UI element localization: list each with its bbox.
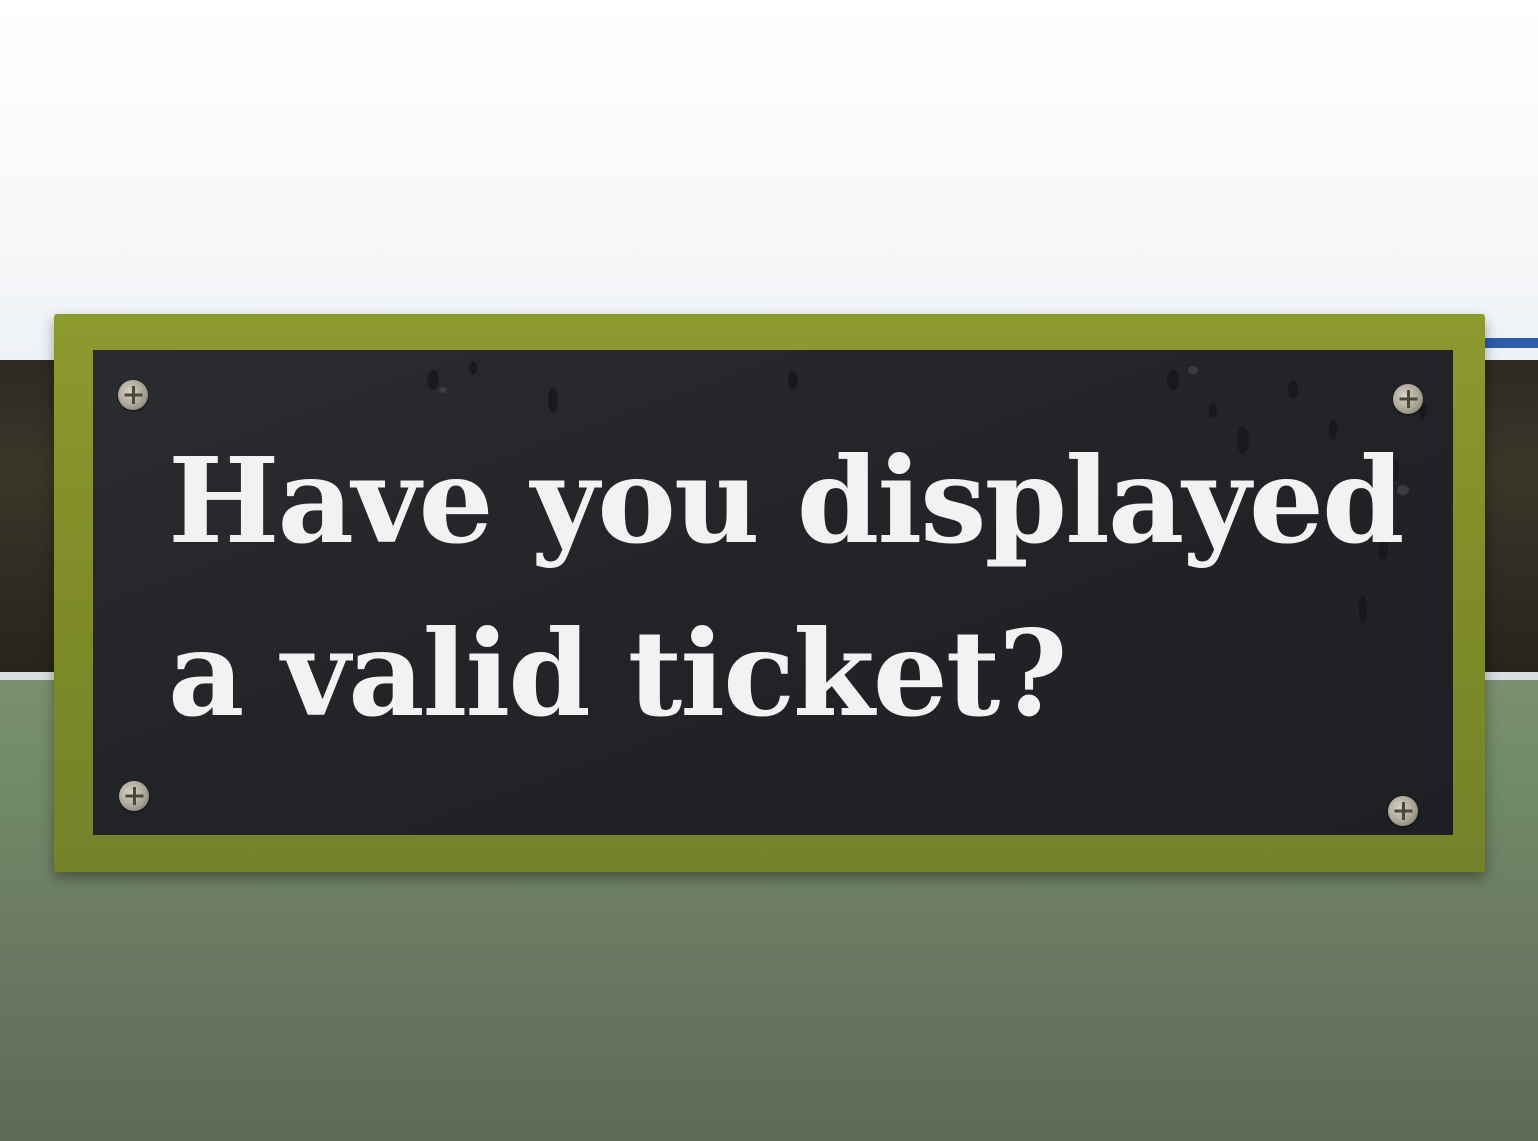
screw-icon xyxy=(119,781,149,811)
sign-text-line-2: a valid ticket? xyxy=(168,604,1067,743)
sign-panel xyxy=(93,350,1453,835)
fence-blue-edge xyxy=(1480,338,1538,348)
screw-icon xyxy=(1393,384,1423,414)
screw-icon xyxy=(118,380,148,410)
sign-text-line-1: Have you displayed xyxy=(168,431,1405,570)
screw-icon xyxy=(1388,796,1418,826)
